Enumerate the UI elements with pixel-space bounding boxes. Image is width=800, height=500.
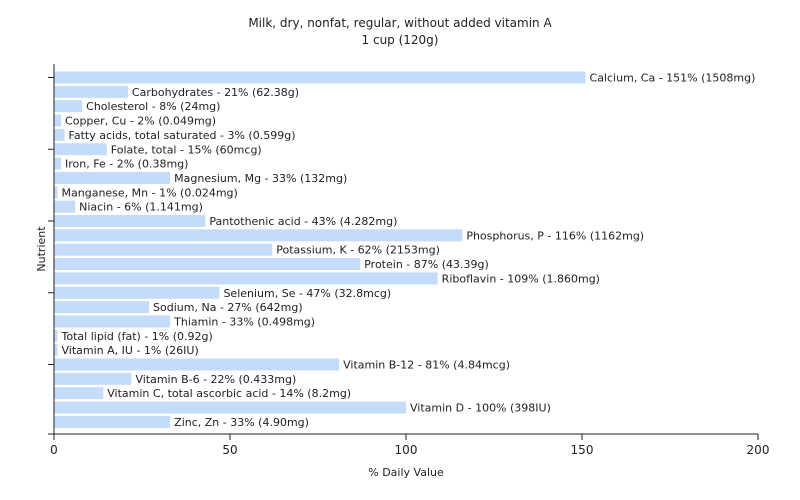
bar-label-17: Thiamin - 33% (0.498mg) <box>173 315 315 328</box>
bar-21 <box>54 372 132 385</box>
bar-5 <box>54 143 107 156</box>
bar-22 <box>54 387 104 400</box>
bar-label-22: Vitamin C, total ascorbic acid - 14% (8.… <box>107 387 351 400</box>
bar-10 <box>54 215 206 227</box>
bar-label-5: Folate, total - 15% (60mcg) <box>111 143 262 156</box>
bar-16 <box>54 301 150 314</box>
bar-label-8: Manganese, Mn - 1% (0.024mg) <box>62 186 238 199</box>
bars-group <box>54 71 586 428</box>
bar-labels-group: Calcium, Ca - 151% (1508mg) Carbohydrates… <box>61 72 756 429</box>
bar-label-14: Riboflavin - 109% (1.860mg) <box>442 272 600 285</box>
bar-label-18: Total lipid (fat) - 1% (0.92g) <box>61 330 213 343</box>
bar-12 <box>54 243 273 256</box>
bar-label-11: Phosphorus, P - 116% (1162mg) <box>466 229 644 242</box>
bar-23 <box>54 401 406 414</box>
bar-7 <box>54 171 171 184</box>
bar-24 <box>54 415 171 428</box>
bar-18 <box>54 329 58 342</box>
bar-label-19: Vitamin A, IU - 1% (26IU) <box>62 344 199 357</box>
bar-label-3: Copper, Cu - 2% (0.049mg) <box>65 115 216 128</box>
bar-label-10: Pantothenic acid - 43% (4.282mg) <box>209 215 397 228</box>
bar-label-15: Selenium, Se - 47% (32.8mcg) <box>223 287 391 300</box>
bar-label-16: Sodium, Na - 27% (642mg) <box>153 301 303 314</box>
bar-20 <box>54 358 340 371</box>
x-tick-label-4: 200 <box>747 443 770 457</box>
bar-14 <box>54 272 438 285</box>
y-ticks-group <box>48 77 54 435</box>
x-tick-label-2: 100 <box>395 443 418 457</box>
x-tick-label-1: 50 <box>222 443 237 457</box>
x-ticks-group: 0 50 100 150 200 <box>50 434 769 457</box>
bar-9 <box>54 200 76 213</box>
bar-label-12: Potassium, K - 62% (2153mg) <box>276 244 440 257</box>
chart-title: Milk, dry, nonfat, regular, without adde… <box>248 16 552 30</box>
bar-13 <box>54 258 361 271</box>
bar-0 <box>54 71 586 84</box>
bar-8 <box>54 186 58 199</box>
y-axis-title: Nutrient <box>35 226 48 272</box>
bar-label-2: Cholesterol - 8% (24mg) <box>86 100 220 113</box>
x-axis-title: % Daily Value <box>368 466 444 479</box>
bar-label-0: Calcium, Ca - 151% (1508mg) <box>590 72 756 85</box>
bar-label-1: Carbohydrates - 21% (62.38g) <box>132 86 299 99</box>
bar-label-21: Vitamin B-6 - 22% (0.433mg) <box>135 373 296 386</box>
bar-label-9: Niacin - 6% (1.141mg) <box>79 201 203 214</box>
bar-1 <box>54 85 128 98</box>
x-tick-label-0: 0 <box>50 443 58 457</box>
bar-label-7: Magnesium, Mg - 33% (132mg) <box>174 172 347 185</box>
bar-6 <box>54 157 62 170</box>
bar-label-20: Vitamin B-12 - 81% (4.84mcg) <box>343 359 510 372</box>
bar-label-24: Zinc, Zn - 33% (4.90mg) <box>174 416 309 429</box>
chart-subtitle: 1 cup (120g) <box>362 33 439 47</box>
x-tick-label-3: 150 <box>571 443 594 457</box>
bar-11 <box>54 229 463 242</box>
bar-15 <box>54 286 220 299</box>
bar-19 <box>54 344 58 357</box>
bar-17 <box>54 315 171 328</box>
bar-label-4: Fatty acids, total saturated - 3% (0.599… <box>69 129 296 142</box>
bar-label-23: Vitamin D - 100% (398IU) <box>410 402 551 415</box>
bar-label-13: Protein - 87% (43.39g) <box>364 258 489 271</box>
bar-4 <box>54 128 65 141</box>
bar-label-6: Iron, Fe - 2% (0.38mg) <box>65 158 188 171</box>
bar-3 <box>54 114 62 127</box>
bar-2 <box>54 100 83 113</box>
